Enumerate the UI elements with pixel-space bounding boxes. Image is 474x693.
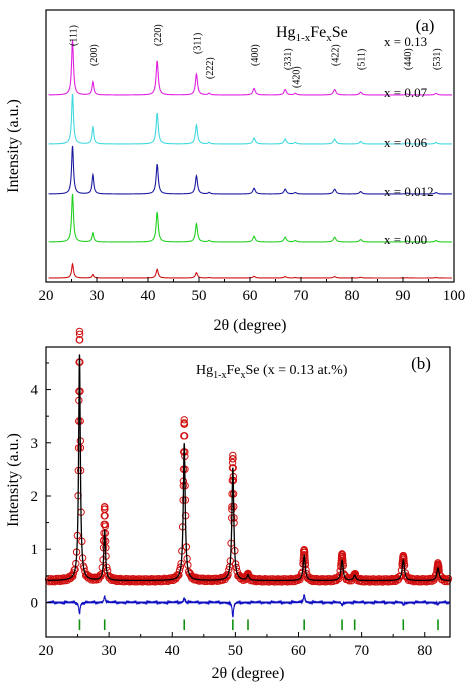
bragg-markers — [78, 619, 439, 631]
observed-point — [69, 569, 78, 577]
x-tick-label: 70 — [354, 643, 369, 659]
x-tick-label: 30 — [102, 643, 117, 659]
panel-a-title-sub1: 1-x — [296, 32, 311, 44]
x-tick-label: 100 — [443, 288, 466, 304]
panel-a: (111) (200) (220) (311)(222) (400) (331)(420)… — [5, 9, 466, 334]
panel-b-title-mid: Fe — [226, 363, 240, 378]
calculated-line — [47, 354, 450, 582]
difference-line — [46, 593, 450, 618]
panel-b: 20 30 40 50 60 70 80 0 1 2 3 4 (b) Hg1-xFexSe (x =… — [5, 327, 453, 682]
series-label: x = 0.06 — [384, 135, 428, 150]
x-tick-label: 50 — [228, 643, 243, 659]
x-tick-label: 20 — [39, 288, 54, 304]
hkl-label: (222) — [205, 57, 216, 79]
observed-point — [444, 574, 453, 583]
x-tick-label: 40 — [141, 288, 156, 304]
hkl-label: (111) — [69, 25, 80, 46]
observed-point — [229, 455, 237, 463]
hkl-label: (331) — [283, 48, 294, 70]
x-tick-label: 20 — [39, 643, 54, 659]
series-label: x = 0.00 — [384, 232, 427, 247]
observed-point — [224, 571, 232, 579]
observed-point — [334, 575, 343, 583]
panel-b-title: Hg1-xFexSe (x = 0.13 at.%) — [196, 363, 348, 381]
observed-point — [101, 520, 109, 529]
x-tick-label: 80 — [345, 288, 360, 304]
series-trace — [48, 145, 452, 195]
panel-a-series-labels: x = 0.13 x = 0.07 x = 0.06 x = 0.012 x = 0.0… — [384, 34, 434, 247]
panel-b-title-sub1: 1-x — [213, 370, 226, 381]
series-trace — [48, 93, 452, 145]
hkl-label: (440) — [403, 48, 414, 70]
observed-point — [334, 573, 342, 582]
x-tick-label: 30 — [90, 288, 105, 304]
observed-point — [245, 573, 253, 581]
panel-a-y-axis-label: Intensity (a.u.) — [5, 99, 22, 193]
panel-b-title-end: Se (x = 0.13 at.%) — [245, 363, 347, 378]
hkl-label: (420) — [291, 66, 302, 88]
x-tick-label: 60 — [243, 288, 258, 304]
x-tick-label: 90 — [396, 288, 411, 304]
x-tick-label: 40 — [165, 643, 180, 659]
hkl-label: (511) — [357, 49, 368, 70]
panel-a-hkl-labels: (111) (200) (220) (311)(222) (400) (331)(420)… — [69, 24, 444, 88]
series-trace — [48, 193, 452, 243]
panel-a-x-ticks: 20 30 40 50 60 70 80 90 100 — [39, 277, 466, 304]
panel-a-title-sub2: x — [326, 32, 332, 44]
panel-a-title: Hg1-xFexSe — [276, 24, 348, 44]
panel-a-title-end: Se — [332, 24, 348, 41]
hkl-label: (422) — [331, 44, 342, 66]
observed-point — [228, 458, 237, 467]
observed-point — [180, 416, 188, 424]
panel-b-frame — [45, 346, 451, 638]
hkl-label: (531) — [432, 48, 443, 70]
observed-point — [172, 573, 181, 582]
observed-point — [75, 336, 84, 344]
observed-point — [338, 552, 347, 560]
panel-b-x-axis-label: 2θ (degree) — [212, 665, 285, 682]
series-trace — [48, 39, 452, 96]
panel-b-y-axis-label: Intensity (a.u.) — [5, 433, 22, 527]
panel-b-x-ticks: 20 30 40 50 60 70 80 — [39, 632, 432, 659]
panel-b-tag: (b) — [411, 354, 431, 373]
panel-b-plot-area — [44, 327, 453, 631]
series-label: x = 0.13 — [384, 34, 427, 49]
hkl-label: (220) — [153, 24, 164, 46]
panel-a-x-axis-label: 2θ (degree) — [214, 317, 287, 334]
y-tick-label: 4 — [31, 383, 39, 399]
hkl-label: (200) — [89, 44, 100, 66]
panel-b-title-sub2: x — [240, 370, 245, 381]
observed-point — [101, 512, 109, 520]
observed-point — [180, 420, 189, 428]
series-label: x = 0.07 — [384, 85, 428, 100]
panel-a-title-base: Hg — [276, 24, 296, 41]
observed-point — [352, 573, 360, 581]
y-tick-label: 2 — [31, 489, 39, 505]
y-tick-label: 3 — [31, 436, 39, 452]
y-tick-label: 0 — [31, 595, 39, 611]
x-tick-label: 80 — [417, 643, 432, 659]
panel-a-tag: (a) — [416, 16, 435, 35]
observed-point — [229, 451, 237, 460]
observed-point — [175, 571, 183, 579]
panel-a-title-mid: Fe — [310, 24, 326, 41]
series-trace — [48, 262, 452, 279]
series-label: x = 0.012 — [384, 184, 434, 199]
observed-point — [75, 330, 84, 338]
observed-point — [180, 432, 189, 440]
x-tick-label: 50 — [192, 288, 207, 304]
hkl-label: (311) — [192, 33, 203, 54]
observed-point — [101, 503, 109, 511]
x-tick-label: 60 — [291, 643, 306, 659]
panel-b-y-ticks: 0 1 2 3 4 — [31, 362, 51, 611]
observed-point — [75, 327, 84, 336]
x-tick-label: 70 — [294, 288, 309, 304]
observed-point — [295, 574, 303, 582]
panel-b-title-base: Hg — [196, 363, 213, 378]
hkl-label: (400) — [250, 44, 261, 66]
y-tick-label: 1 — [31, 542, 39, 558]
